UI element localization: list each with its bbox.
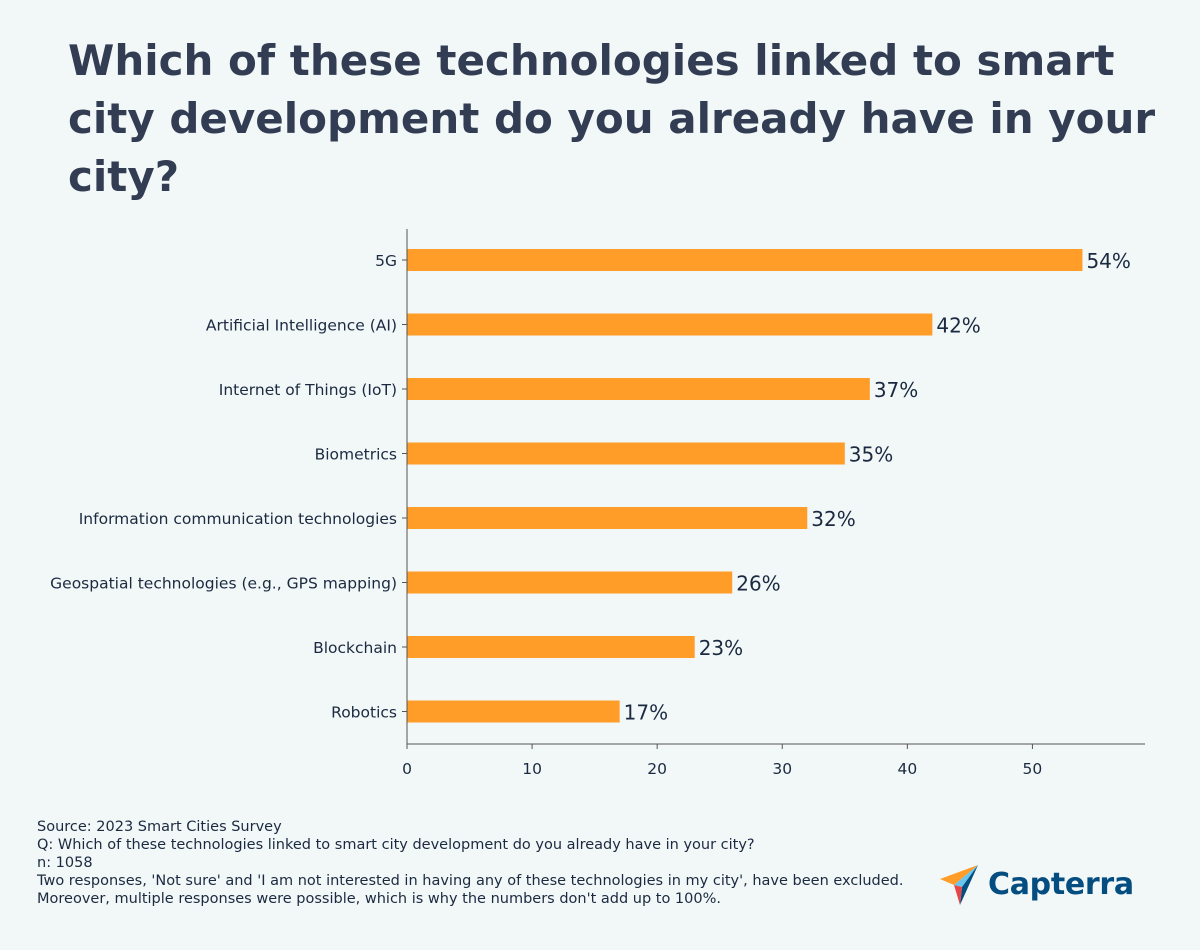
category-label: Artificial Intelligence (AI) (206, 317, 397, 335)
footnote: Source: 2023 Smart Cities Survey Q: Whic… (37, 818, 937, 908)
data-label: 42% (936, 314, 980, 338)
bar (407, 700, 620, 723)
exclusion-note: Two responses, 'Not sure' and 'I am not … (37, 873, 904, 889)
data-label: 54% (1086, 249, 1130, 273)
x-tick-label: 20 (647, 760, 667, 778)
bar (407, 249, 1083, 271)
bar (407, 571, 733, 594)
source-note: Source: 2023 Smart Cities Survey (37, 819, 282, 835)
category-label: Biometrics (315, 446, 397, 464)
data-label: 26% (736, 572, 780, 596)
category-label: Robotics (331, 704, 397, 722)
sample-size-note: n: 1058 (37, 855, 93, 871)
x-tick-label: 10 (522, 760, 542, 778)
x-tick-label: 30 (772, 760, 792, 778)
data-label: 37% (874, 378, 918, 402)
x-tick-label: 50 (1023, 760, 1043, 778)
bar (407, 378, 870, 400)
capterra-wordmark: Capterra (988, 866, 1134, 902)
data-label: 23% (699, 636, 743, 660)
capterra-logo: Capterra (940, 862, 1134, 906)
capterra-arrow-icon (940, 865, 978, 905)
data-label: 35% (849, 443, 893, 467)
question-note: Q: Which of these technologies linked to… (37, 837, 755, 853)
category-label: Internet of Things (IoT) (219, 381, 397, 399)
data-label: 17% (624, 701, 668, 725)
bar (407, 636, 695, 658)
data-label: 32% (811, 507, 855, 531)
bar-chart: 5G 54% Artificial Intelligence (AI) 42% Inte… (50, 229, 1145, 778)
category-label: Information communication technologies (79, 510, 397, 528)
category-label: Blockchain (313, 639, 397, 657)
category-label: 5G (375, 252, 397, 270)
x-tick-label: 0 (402, 760, 412, 778)
multiple-responses-note: Moreover, multiple responses were possib… (37, 891, 721, 907)
category-label: Geospatial technologies (e.g., GPS mappi… (50, 575, 397, 593)
bar (407, 507, 808, 529)
bar (407, 313, 933, 336)
bar (407, 442, 845, 465)
chart-title: Which of these technologies linked to sm… (68, 36, 1156, 201)
x-tick-label: 40 (897, 760, 917, 778)
